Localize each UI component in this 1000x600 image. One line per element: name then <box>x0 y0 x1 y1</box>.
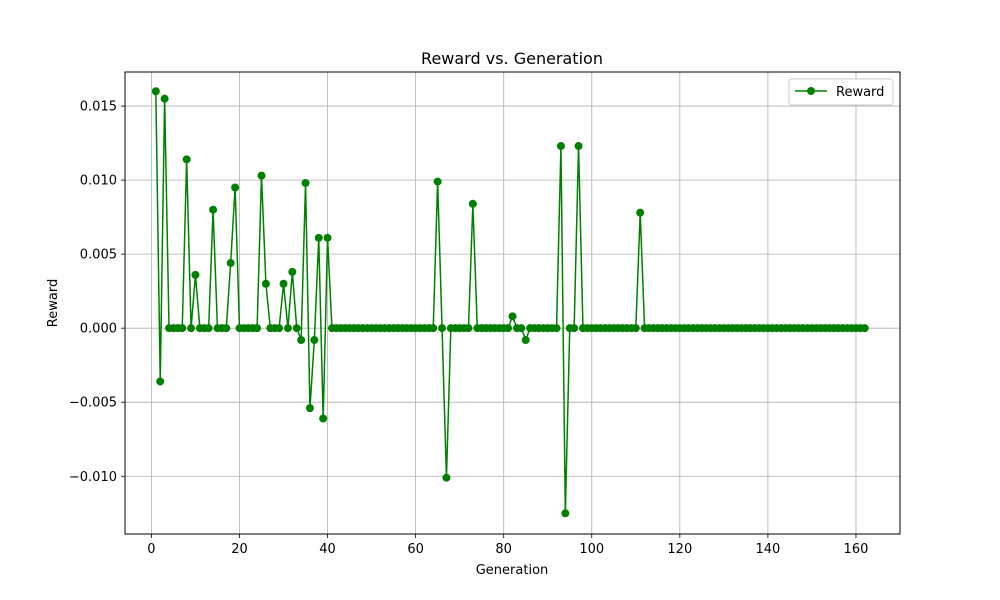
chart-title: Reward vs. Generation <box>421 49 603 68</box>
data-point <box>433 177 442 186</box>
data-point <box>438 324 447 333</box>
data-point <box>151 87 160 96</box>
y-tick-label: −0.010 <box>69 470 117 485</box>
data-point <box>636 208 645 217</box>
data-point <box>319 414 328 423</box>
data-point <box>253 324 262 333</box>
data-point <box>226 259 235 268</box>
data-point <box>187 324 196 333</box>
data-point <box>631 324 640 333</box>
data-point <box>314 233 323 242</box>
x-tick-label: 140 <box>755 542 780 557</box>
data-point <box>556 142 565 151</box>
data-point <box>178 324 187 333</box>
data-point <box>561 509 570 518</box>
data-point <box>442 473 451 482</box>
data-point <box>574 142 583 151</box>
data-point <box>552 324 561 333</box>
data-point <box>156 377 165 386</box>
x-tick-label: 100 <box>579 542 604 557</box>
y-axis: −0.010 −0.005 0.000 0.005 0.010 0.015 <box>69 100 125 485</box>
data-point <box>275 324 284 333</box>
data-point <box>257 171 266 180</box>
series-reward <box>151 87 869 518</box>
data-point <box>160 94 169 103</box>
data-point <box>508 312 517 321</box>
legend-marker-swatch <box>807 87 815 95</box>
y-tick-label: 0.010 <box>80 174 117 189</box>
data-point <box>182 155 191 164</box>
y-tick-label: 0.015 <box>80 100 117 115</box>
legend-box <box>788 78 894 106</box>
data-point <box>504 324 513 333</box>
legend: Reward <box>788 78 894 106</box>
data-point <box>323 233 332 242</box>
data-point <box>288 267 297 276</box>
data-point <box>204 324 213 333</box>
data-point <box>464 324 473 333</box>
data-point <box>301 179 310 188</box>
x-tick-label: 80 <box>495 542 512 557</box>
data-point <box>261 279 270 288</box>
x-tick-label: 120 <box>667 542 692 557</box>
x-axis: 0 20 40 60 80 100 120 140 160 <box>147 534 868 557</box>
y-tick-label: 0.000 <box>80 322 117 337</box>
data-point <box>292 324 301 333</box>
legend-label: Reward <box>836 85 884 100</box>
x-tick-label: 20 <box>231 542 248 557</box>
data-point <box>283 324 292 333</box>
y-axis-title: Reward <box>46 279 61 327</box>
data-point <box>297 336 306 345</box>
data-point <box>517 324 526 333</box>
data-point <box>521 336 530 345</box>
x-tick-label: 40 <box>319 542 336 557</box>
data-point <box>468 199 477 208</box>
data-point <box>860 324 869 333</box>
data-point <box>570 324 579 333</box>
grid <box>125 72 900 534</box>
data-point <box>305 404 314 413</box>
x-axis-title: Generation <box>476 563 549 578</box>
y-tick-label: 0.005 <box>80 248 117 263</box>
series-line <box>155 91 865 515</box>
data-point <box>310 336 319 345</box>
plot-area-frame <box>124 71 901 535</box>
x-tick-label: 160 <box>844 542 869 557</box>
x-tick-label: 0 <box>147 542 155 557</box>
data-point <box>222 324 231 333</box>
data-point <box>231 183 240 192</box>
data-point <box>279 279 288 288</box>
y-tick-label: −0.005 <box>69 396 117 411</box>
data-point <box>191 270 200 279</box>
data-point <box>209 205 218 214</box>
data-point <box>429 324 438 333</box>
x-tick-label: 60 <box>407 542 424 557</box>
